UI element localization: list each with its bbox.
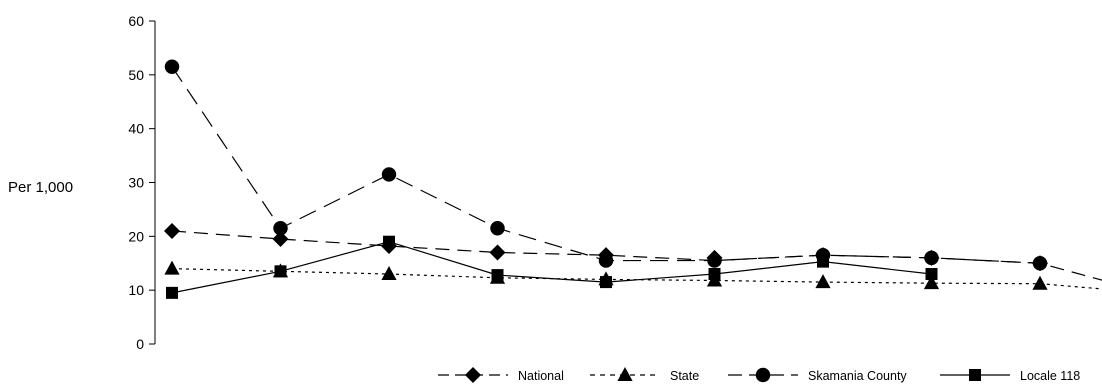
series-line-national <box>171 230 1102 281</box>
series-line-skamania-county <box>171 66 1041 264</box>
point-state <box>381 266 397 281</box>
point-skamania-county <box>1032 256 1048 271</box>
point-skamania-county <box>707 253 722 268</box>
point-locale-118 <box>817 255 829 268</box>
legend-label: National <box>518 369 564 383</box>
point-skamania-county <box>164 59 180 74</box>
y-tick-label: 60 <box>128 13 144 29</box>
point-state <box>164 260 180 275</box>
y-tick-label: 10 <box>128 282 144 298</box>
y-tick-label: 50 <box>128 67 144 83</box>
legend-label: Skamania County <box>808 369 907 383</box>
series-lines <box>171 66 1102 294</box>
y-tick-label: 30 <box>128 175 144 191</box>
y-axis-label: Per 1,000 <box>8 179 73 196</box>
legend-marker <box>969 369 981 381</box>
point-locale-118 <box>166 286 178 299</box>
series-line-locale-118 <box>171 241 932 294</box>
point-skamania-county <box>598 253 614 268</box>
legend-label: Locale 118 <box>1020 369 1080 383</box>
point-skamania-county <box>381 167 397 182</box>
point-state <box>1032 275 1048 290</box>
legend-item-national: National <box>438 367 564 383</box>
legend-item-skamania-county: Skamania County <box>728 367 907 383</box>
point-state <box>923 275 940 290</box>
point-locale-118 <box>925 268 938 281</box>
series-markers <box>164 59 1048 299</box>
point-state <box>815 274 831 289</box>
legend-item-state: State <box>590 367 699 383</box>
point-locale-118 <box>708 268 721 281</box>
legend-marker <box>617 367 633 381</box>
point-skamania-county <box>273 221 288 236</box>
point-national <box>489 244 506 261</box>
point-skamania-county <box>490 221 505 236</box>
legend-marker <box>465 367 481 383</box>
point-locale-118 <box>383 235 395 248</box>
y-tick-label: 0 <box>136 336 144 352</box>
y-tick-label: 20 <box>128 228 144 244</box>
series-line-state <box>171 268 1102 290</box>
y-axis: 0 10 20 30 40 50 60 <box>128 13 156 352</box>
point-locale-118 <box>491 269 504 282</box>
point-skamania-county <box>924 250 939 266</box>
legend-marker <box>755 367 771 383</box>
point-national <box>164 222 180 239</box>
legend-item-locale-118: Locale 118 <box>940 369 1080 383</box>
point-locale-118 <box>274 265 287 278</box>
point-national <box>272 231 289 248</box>
point-locale-118 <box>600 276 612 289</box>
y-tick-label: 40 <box>128 121 144 137</box>
legend-label: State <box>670 369 699 383</box>
legend: National State Skamania County Locale 118 <box>438 367 1080 383</box>
